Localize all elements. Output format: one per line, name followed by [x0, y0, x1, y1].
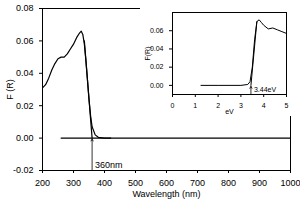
svg-text:F (R): F (R)	[5, 79, 15, 100]
svg-text:300: 300	[66, 178, 81, 188]
svg-text:0.02: 0.02	[16, 101, 34, 111]
svg-text:700: 700	[190, 178, 205, 188]
svg-text:Wavelength (nm): Wavelength (nm)	[132, 189, 200, 199]
svg-text:500: 500	[128, 178, 143, 188]
svg-text:600: 600	[159, 178, 174, 188]
svg-text:3.44eV: 3.44eV	[254, 86, 277, 93]
svg-text:1000: 1000	[280, 178, 300, 188]
svg-text:360nm: 360nm	[95, 160, 123, 170]
svg-text:200: 200	[35, 178, 50, 188]
svg-text:4: 4	[262, 102, 266, 109]
svg-text:-0.02: -0.02	[13, 165, 34, 175]
svg-text:0.06: 0.06	[16, 36, 34, 46]
svg-text:3: 3	[239, 102, 243, 109]
svg-text:1: 1	[193, 102, 197, 109]
svg-text:900: 900	[252, 178, 267, 188]
svg-text:0: 0	[171, 102, 175, 109]
svg-text:0.02: 0.02	[150, 63, 164, 70]
svg-text:0.06: 0.06	[150, 27, 164, 34]
svg-text:eV: eV	[225, 108, 234, 115]
svg-text:400: 400	[97, 178, 112, 188]
svg-text:0.04: 0.04	[16, 68, 34, 78]
svg-text:0.04: 0.04	[150, 45, 164, 52]
svg-text:0.00: 0.00	[16, 133, 34, 143]
svg-text:0.08: 0.08	[16, 3, 34, 13]
svg-text:0.00: 0.00	[150, 82, 164, 89]
svg-text:2: 2	[216, 102, 220, 109]
svg-text:5: 5	[285, 102, 289, 109]
svg-text:800: 800	[221, 178, 236, 188]
svg-text:F(R): F(R)	[144, 47, 152, 61]
